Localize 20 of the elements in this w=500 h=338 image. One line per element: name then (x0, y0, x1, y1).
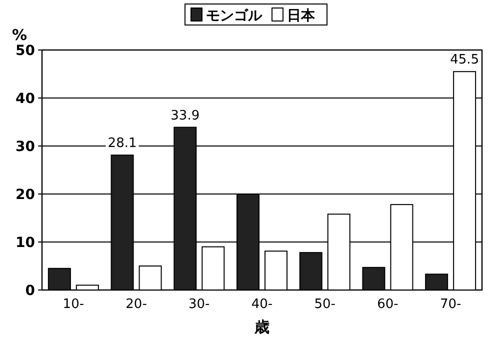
x-tick-label: 70- (440, 297, 462, 312)
y-tick-label: 20 (16, 187, 36, 203)
x-tick-label: 10- (62, 297, 84, 312)
y-tick-label: 50 (16, 43, 36, 59)
y-tick-label: 0 (25, 283, 36, 299)
x-tick-label: 20- (126, 297, 148, 312)
y-axis-title: % (12, 26, 28, 44)
x-axis-title: 歳 (254, 318, 270, 336)
y-tick-label: 30 (16, 139, 36, 155)
legend-label: 日本 (287, 8, 316, 24)
x-tick-label: 60- (377, 297, 399, 312)
y-tick-label: 40 (16, 91, 36, 107)
data-label: 45.5 (450, 52, 480, 68)
y-tick-label: 10 (16, 235, 36, 251)
x-tick-label: 50- (314, 297, 336, 312)
x-tick-label: 40- (251, 297, 273, 312)
data-label: 28.1 (108, 136, 137, 152)
data-label: 33.9 (170, 108, 200, 124)
legend-label: モンゴル (206, 8, 263, 24)
x-tick-label: 30- (188, 297, 210, 312)
